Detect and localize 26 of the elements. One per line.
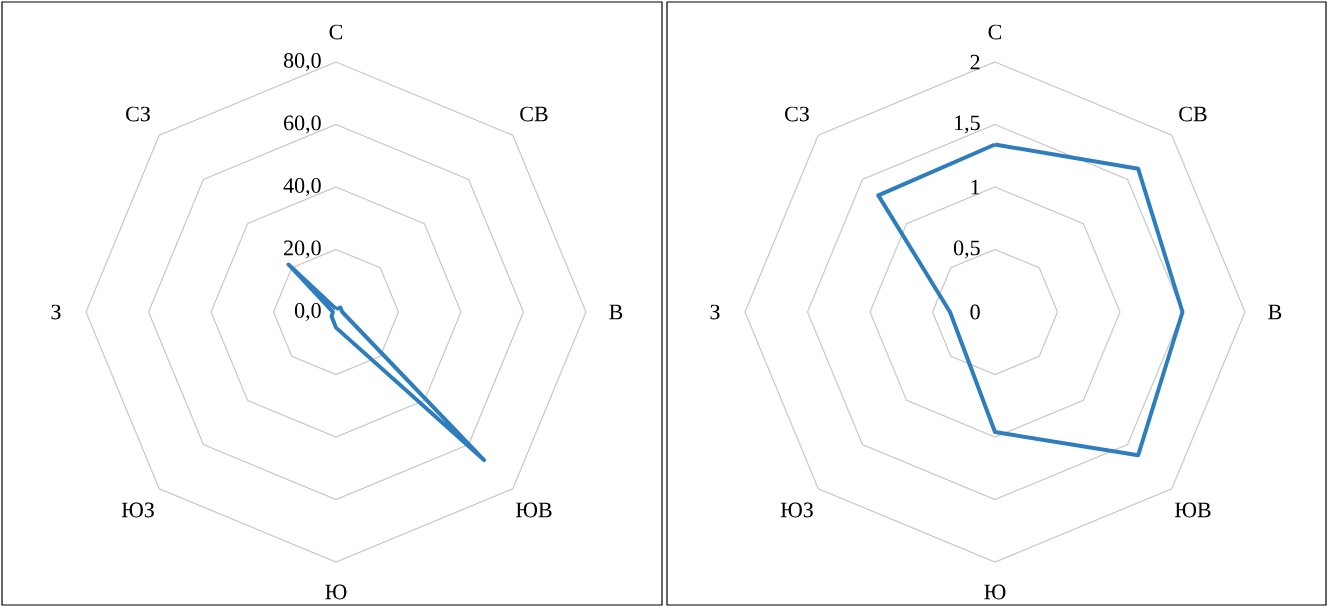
y-tick-label: 0 [970,304,980,320]
spoke-label: ЮЗ [121,502,154,518]
spoke-label: ЮЗ [780,502,813,518]
spoke-label: Ю [984,584,1006,600]
y-tick-label: 40,0 [283,178,321,197]
y-tick-label: 1 [971,179,980,195]
spoke-label: СВ [1179,106,1207,122]
spoke-label: СЗ [126,106,150,122]
spoke-label: С [988,24,1002,40]
y-tick-label: 20,0 [284,240,321,259]
spoke-label: ЮВ [515,502,552,518]
spoke-label: З [51,304,61,320]
y-tick-label: 0,0 [294,303,321,322]
y-tick-label: 0,5 [953,240,980,259]
y-tick-label: 2 [970,54,980,70]
y-tick-label: 80,0 [283,53,321,72]
spoke-label: ЮВ [1174,502,1211,518]
spoke-label: Ю [325,584,347,600]
spoke-label: СВ [520,106,548,122]
y-tick-label: 60,0 [284,115,321,134]
spoke-label: С [329,24,343,40]
spoke-label: В [1268,304,1282,320]
spoke-label: В [609,304,623,320]
spoke-label: З [710,304,720,320]
spoke-label: СЗ [785,106,809,122]
y-tick-label: 1,5 [955,115,980,134]
